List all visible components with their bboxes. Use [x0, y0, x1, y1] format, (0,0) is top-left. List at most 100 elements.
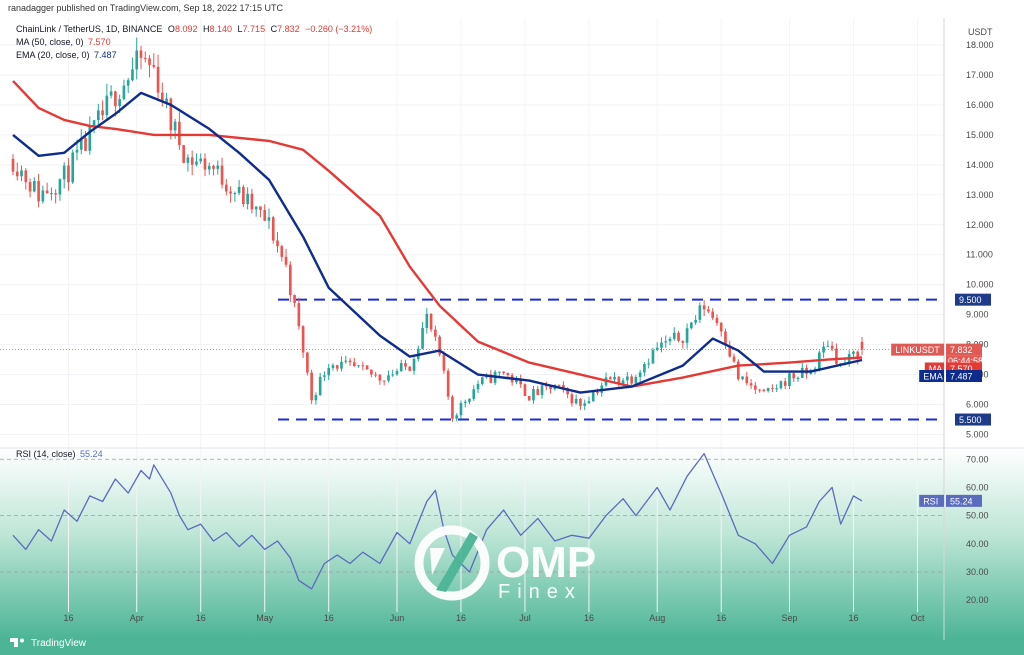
level-tag[interactable]: 9.500: [955, 293, 991, 306]
ema-20-path: [12, 91, 863, 394]
rsi-tag[interactable]: RSI 55.24: [919, 494, 982, 507]
candle-body: [438, 336, 441, 355]
candle-body: [374, 374, 377, 376]
rsi-axis-label: 20.00: [966, 595, 989, 605]
candle-body: [668, 338, 672, 342]
candle-body: [118, 99, 121, 107]
rsi-axis-label: 30.00: [966, 567, 989, 577]
watermark: OMP Finex: [414, 525, 596, 603]
candle-body: [472, 389, 476, 399]
price-axis[interactable]: 18.000 17.000 16.000 15.000 14.000 13.000 12.0…: [966, 40, 994, 440]
legend-low-value: 7.715: [242, 24, 266, 34]
candle-body: [28, 182, 32, 192]
candle-body: [387, 375, 390, 381]
candle-body: [365, 365, 369, 370]
time-axis-label: Jun: [390, 613, 405, 623]
rsi-line-group: [0, 452, 944, 590]
candle-body: [165, 98, 168, 103]
candle-body: [549, 386, 552, 390]
ema-tag[interactable]: EMA 7.487: [919, 369, 982, 382]
legend-rsi-line[interactable]: RSI (14, close) 55.24: [16, 449, 103, 459]
level-tag[interactable]: 5.500: [955, 413, 991, 426]
legend-symbol-line: ChainLink / TetherUS, 1D, BINANCE O8.092…: [16, 24, 372, 34]
candle-body: [391, 374, 395, 376]
candle-body: [178, 121, 181, 146]
watermark-logo-icon: [414, 525, 490, 601]
candles: [11, 37, 864, 422]
candle-body: [442, 354, 446, 371]
candle-body: [71, 152, 75, 183]
candle-body: [75, 149, 79, 153]
candle-body: [267, 217, 271, 221]
candle-body: [284, 256, 288, 265]
rsi-axis-label: 50.00: [966, 511, 989, 521]
ema-tag-value: 7.487: [950, 371, 973, 381]
tradingview-brand-text: TradingView: [31, 638, 87, 649]
watermark-main-text: OMP: [496, 538, 596, 587]
time-axis-label: Oct: [910, 613, 925, 623]
candle-body: [45, 190, 49, 194]
time-axis-label: Apr: [130, 613, 144, 623]
candle-body: [323, 375, 326, 377]
time-axis-label: Aug: [649, 613, 665, 623]
candle-body: [591, 392, 595, 402]
price-axis-label: 10.000: [966, 280, 994, 290]
candle-body: [463, 401, 467, 404]
candle-body: [169, 98, 173, 131]
candle-body: [672, 332, 676, 339]
level-tag-value: 5.500: [959, 415, 982, 425]
candle-body: [54, 193, 57, 195]
candle-body: [344, 360, 348, 362]
grid-lines: [0, 18, 1024, 612]
candle-body: [562, 385, 565, 389]
candle-body: [195, 161, 198, 165]
tradingview-logo[interactable]: TradingView: [10, 638, 87, 649]
candle-body: [677, 332, 680, 341]
candle-body: [736, 361, 740, 380]
price-axis-label: 14.000: [966, 160, 994, 170]
rsi-axis[interactable]: 70.00 60.00 50.00 40.00 30.00 20.00: [966, 454, 989, 605]
candle-body: [638, 372, 642, 377]
horizontal-levels: [278, 298, 944, 421]
candle-body: [97, 110, 100, 121]
candle-body: [114, 91, 117, 107]
candle-body: [348, 360, 352, 363]
time-axis-label: 16: [456, 613, 466, 623]
time-axis[interactable]: 16 Apr 16 May 16 Jun 16 Jul 16 Aug 16 Sep 16 Oct: [63, 613, 925, 623]
candle-body: [783, 381, 787, 387]
candle-body: [237, 186, 241, 194]
rsi-axis-label: 70.00: [966, 454, 989, 464]
candle-body: [608, 377, 612, 380]
legend-symbol[interactable]: ChainLink / TetherUS, 1D, BINANCE: [16, 24, 163, 34]
candle-body: [421, 327, 424, 349]
candle-body: [621, 380, 625, 384]
candle-body: [84, 137, 87, 151]
price-axis-label: 16.000: [966, 100, 994, 110]
legend-ema-line[interactable]: EMA (20, close, 0) 7.487: [16, 50, 117, 60]
legend-ma-line[interactable]: MA (50, close, 0) 7.570: [16, 37, 111, 47]
candle-body: [297, 303, 301, 327]
price-axis-label: 9.000: [966, 310, 989, 320]
candle-body: [357, 365, 360, 367]
rsi-path: [12, 452, 863, 590]
candle-body: [455, 415, 459, 419]
candle-body: [681, 340, 685, 343]
candle-body: [634, 376, 638, 384]
candle-body: [425, 313, 429, 328]
candle-body: [254, 206, 258, 210]
candle-body: [263, 209, 267, 221]
candle-body: [480, 377, 484, 384]
price-axis-label: 15.000: [966, 130, 994, 140]
level-tag-box: [955, 413, 991, 426]
time-axis-label: May: [256, 613, 274, 623]
candle-body: [242, 186, 245, 205]
price-axis-label: 11.000: [966, 250, 993, 260]
candle-body: [459, 403, 463, 416]
candle-body: [788, 373, 791, 387]
candle-body: [515, 379, 518, 383]
ma-tag-name: MA: [929, 364, 943, 374]
